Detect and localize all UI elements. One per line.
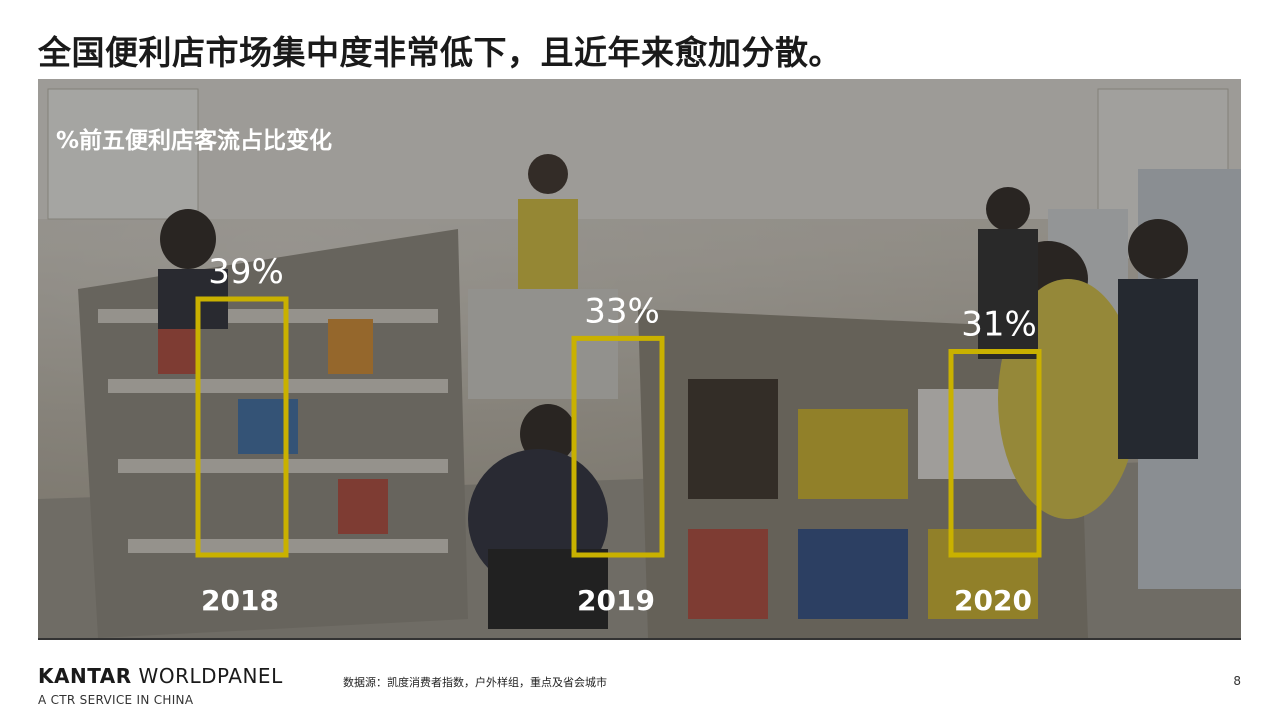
bar-2019 [571, 335, 665, 558]
bar-2018 [195, 296, 289, 558]
brand-rest: WORLDPANEL [131, 664, 283, 688]
data-source-note: 数据源：凯度消费者指数，户外样组，重点及省会城市 [343, 676, 607, 689]
value-label-2020: 31% [961, 305, 1037, 345]
category-label-2019: 2019 [577, 584, 655, 617]
brand-bold: KANTAR [38, 664, 132, 688]
brand-tagline: A CTR SERVICE IN CHINA [38, 693, 194, 707]
category-label-2020: 2020 [954, 584, 1032, 617]
chart-title: %前五便利店客流占比变化 [56, 128, 333, 154]
value-label-2019: 33% [584, 291, 660, 331]
value-label-2018: 39% [208, 252, 284, 292]
page-number: 8 [1233, 674, 1241, 688]
slide-title: 全国便利店市场集中度非常低下，且近年来愈加分散。 [38, 33, 842, 72]
bar-2020 [948, 349, 1042, 558]
panel-divider [38, 638, 1241, 640]
kantar-worldpanel-logo: KANTAR WORLDPANEL [38, 664, 283, 688]
category-label-2018: 2018 [201, 584, 279, 617]
